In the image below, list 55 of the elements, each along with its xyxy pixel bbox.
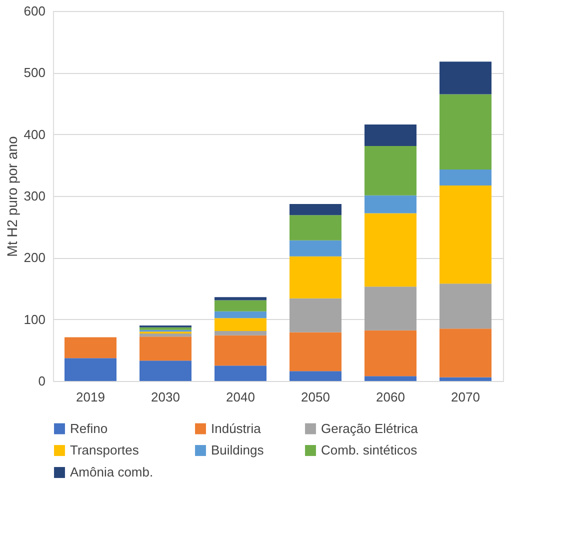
bar [64, 337, 116, 358]
bar [364, 286, 416, 330]
bar [290, 215, 342, 240]
bar [140, 336, 192, 361]
bar [214, 335, 266, 366]
bar [140, 334, 192, 337]
legend-label: Geração Elétrica [321, 420, 419, 436]
y-tick-label: 400 [24, 126, 46, 142]
y-tick-label: 200 [24, 250, 46, 266]
bar [290, 371, 342, 381]
bar [440, 169, 492, 186]
bar [214, 331, 266, 336]
bar [364, 124, 416, 146]
x-tick-label: 2070 [451, 390, 480, 404]
legend-label: Amônia comb. [70, 464, 154, 480]
bar [140, 327, 192, 330]
bar [364, 213, 416, 287]
x-tick-label: 2019 [76, 390, 105, 404]
y-tick-label: 0 [38, 374, 46, 388]
bar [440, 328, 492, 378]
bar [364, 330, 416, 376]
bar [364, 376, 416, 381]
x-tick-label: 2060 [376, 390, 405, 404]
x-tick-label: 2050 [301, 390, 330, 404]
bar [290, 256, 342, 298]
bar [440, 62, 492, 94]
bar [364, 195, 416, 214]
x-tick-label: 2040 [226, 390, 255, 404]
legend-label: Refino [70, 420, 108, 436]
legend-label: Comb. sintéticos [321, 442, 418, 458]
bar [64, 358, 116, 381]
bar [440, 377, 492, 381]
x-tick-label: 2030 [151, 390, 180, 404]
bar [214, 297, 266, 300]
bar [214, 300, 266, 312]
bar [290, 298, 342, 332]
legend-label: Indústria [211, 420, 262, 436]
y-tick-label: 500 [24, 65, 46, 80]
y-axis-title: Mt H2 puro por ano [4, 136, 20, 257]
bar [290, 332, 342, 372]
y-tick-label: 100 [24, 312, 46, 327]
bar [140, 360, 192, 381]
bar [440, 186, 492, 284]
bar [290, 240, 342, 256]
y-tick-label: 300 [24, 188, 46, 204]
bar [214, 311, 266, 318]
bar [364, 146, 416, 196]
y-tick-label: 600 [24, 4, 46, 18]
legend-label: Buildings [211, 442, 264, 458]
bar [440, 284, 492, 329]
bar [214, 318, 266, 332]
legend-label: Transportes [70, 442, 140, 458]
bar [214, 366, 266, 381]
bar [440, 94, 492, 170]
bar [290, 204, 342, 216]
